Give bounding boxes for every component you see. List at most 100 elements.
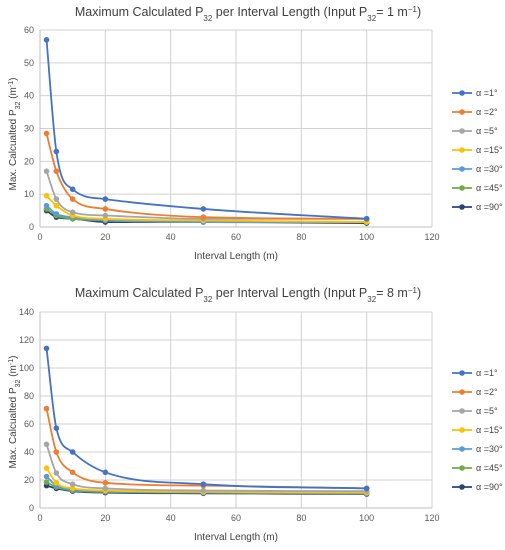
gridlines — [39, 29, 433, 228]
data-point — [200, 206, 207, 212]
legend-label: α =5° — [476, 406, 498, 416]
data-point — [102, 212, 109, 219]
legend-swatch-marker — [459, 204, 465, 210]
series-lines — [43, 345, 370, 497]
x-axis-label: Interval Length (m) — [194, 251, 278, 262]
y-axis-label: Max. Calcualted P32 (m-1) — [8, 356, 22, 469]
legend-swatch-marker — [459, 90, 465, 96]
data-point — [53, 202, 60, 209]
legend-swatch-marker — [459, 465, 465, 471]
x-tick-label: 40 — [166, 232, 176, 242]
data-point — [43, 441, 50, 448]
y-tick-label: 20 — [24, 475, 34, 485]
legend-swatch-marker — [459, 109, 465, 115]
legend-label: α =15° — [476, 425, 503, 435]
legend-entry: α =30° — [452, 444, 503, 454]
legend-label: α =45° — [476, 183, 503, 193]
legend-label: α =2° — [476, 107, 498, 117]
legend-entry: α =5° — [452, 126, 498, 136]
legend-label: α =1° — [476, 88, 498, 98]
data-point — [69, 481, 76, 488]
legend-label: α =5° — [476, 126, 498, 136]
data-point — [53, 211, 60, 217]
x-tick-label: 20 — [100, 513, 110, 523]
y-tick-label: 80 — [24, 391, 34, 401]
x-tick-label: 80 — [296, 513, 306, 523]
data-point — [200, 214, 207, 220]
y-tick-label: 60 — [24, 25, 34, 35]
legend-swatch-marker — [459, 185, 465, 191]
tick-labels: 0 20 40 60 80 100 120 140 0 20 40 60 80 100 120 — [19, 307, 440, 523]
data-point — [363, 215, 370, 222]
data-point — [43, 405, 50, 412]
data-point — [102, 196, 109, 202]
y-tick-label: 50 — [24, 58, 34, 68]
y-tick-label: 10 — [24, 189, 34, 199]
data-point — [43, 168, 50, 174]
data-point — [200, 481, 207, 488]
y-tick-label: 0 — [29, 503, 34, 513]
legend-swatch-marker — [459, 147, 465, 153]
series-line — [45, 170, 367, 220]
series-line — [45, 348, 367, 490]
legend-entry: α =45° — [452, 463, 503, 473]
legend-swatch-marker — [459, 166, 465, 172]
gridlines — [39, 311, 433, 509]
data-point — [53, 470, 60, 476]
data-point — [43, 465, 50, 471]
legend-label: α =45° — [476, 463, 503, 473]
legend-swatch-marker — [459, 408, 465, 414]
data-point — [69, 449, 76, 455]
x-tick-label: 20 — [100, 232, 110, 242]
legend-entry: α =90° — [452, 482, 503, 492]
x-tick-label: 0 — [37, 232, 42, 242]
y-tick-label: 40 — [24, 91, 34, 101]
legend-swatch-marker — [459, 128, 465, 134]
series — [43, 37, 370, 222]
legend-label: α =15° — [476, 145, 503, 155]
y-tick-label: 100 — [19, 363, 34, 373]
series-line — [45, 39, 367, 220]
legend-entry: α =5° — [452, 406, 498, 416]
data-point — [53, 425, 60, 432]
chart-title: Maximum Calculated P32 per Interval Leng… — [75, 5, 421, 23]
legend-swatch-marker — [459, 446, 465, 452]
chart-title: Maximum Calculated P32 per Interval Leng… — [75, 286, 421, 304]
data-point — [69, 186, 76, 193]
x-axis-label: Interval Length (m) — [194, 532, 278, 543]
legend-label: α =90° — [476, 482, 503, 492]
data-point — [53, 480, 60, 486]
legend: α =1° α =2° α =5° α =15° α =30° α =45° α =90° — [452, 88, 503, 212]
data-point — [53, 148, 60, 155]
series-line — [45, 408, 367, 490]
x-tick-label: 120 — [424, 232, 439, 242]
y-tick-label: 140 — [19, 307, 34, 317]
series-lines — [43, 37, 370, 226]
x-tick-label: 60 — [231, 232, 241, 242]
data-point — [43, 202, 50, 209]
data-point — [200, 487, 207, 494]
data-point — [69, 209, 76, 216]
legend-label: α =2° — [476, 387, 498, 397]
data-point — [43, 345, 50, 352]
x-tick-label: 0 — [37, 513, 42, 523]
y-tick-label: 40 — [24, 447, 34, 457]
data-point — [102, 469, 109, 476]
data-point — [53, 196, 60, 202]
x-tick-label: 120 — [424, 513, 439, 523]
chart-bottom: Maximum Calculated P32 per Interval Leng… — [8, 286, 503, 544]
legend-entry: α =30° — [452, 164, 503, 174]
legend-label: α =30° — [476, 444, 503, 454]
legend-label: α =30° — [476, 164, 503, 174]
data-point — [102, 206, 109, 212]
data-point — [43, 193, 50, 199]
legend-entry: α =45° — [452, 183, 503, 193]
x-tick-label: 80 — [296, 232, 306, 242]
y-tick-label: 20 — [24, 156, 34, 166]
chart-top: Maximum Calculated P32 per Interval Leng… — [8, 5, 503, 263]
data-point — [69, 469, 76, 476]
x-tick-label: 60 — [231, 513, 241, 523]
y-tick-label: 0 — [29, 222, 34, 232]
series — [43, 345, 370, 492]
